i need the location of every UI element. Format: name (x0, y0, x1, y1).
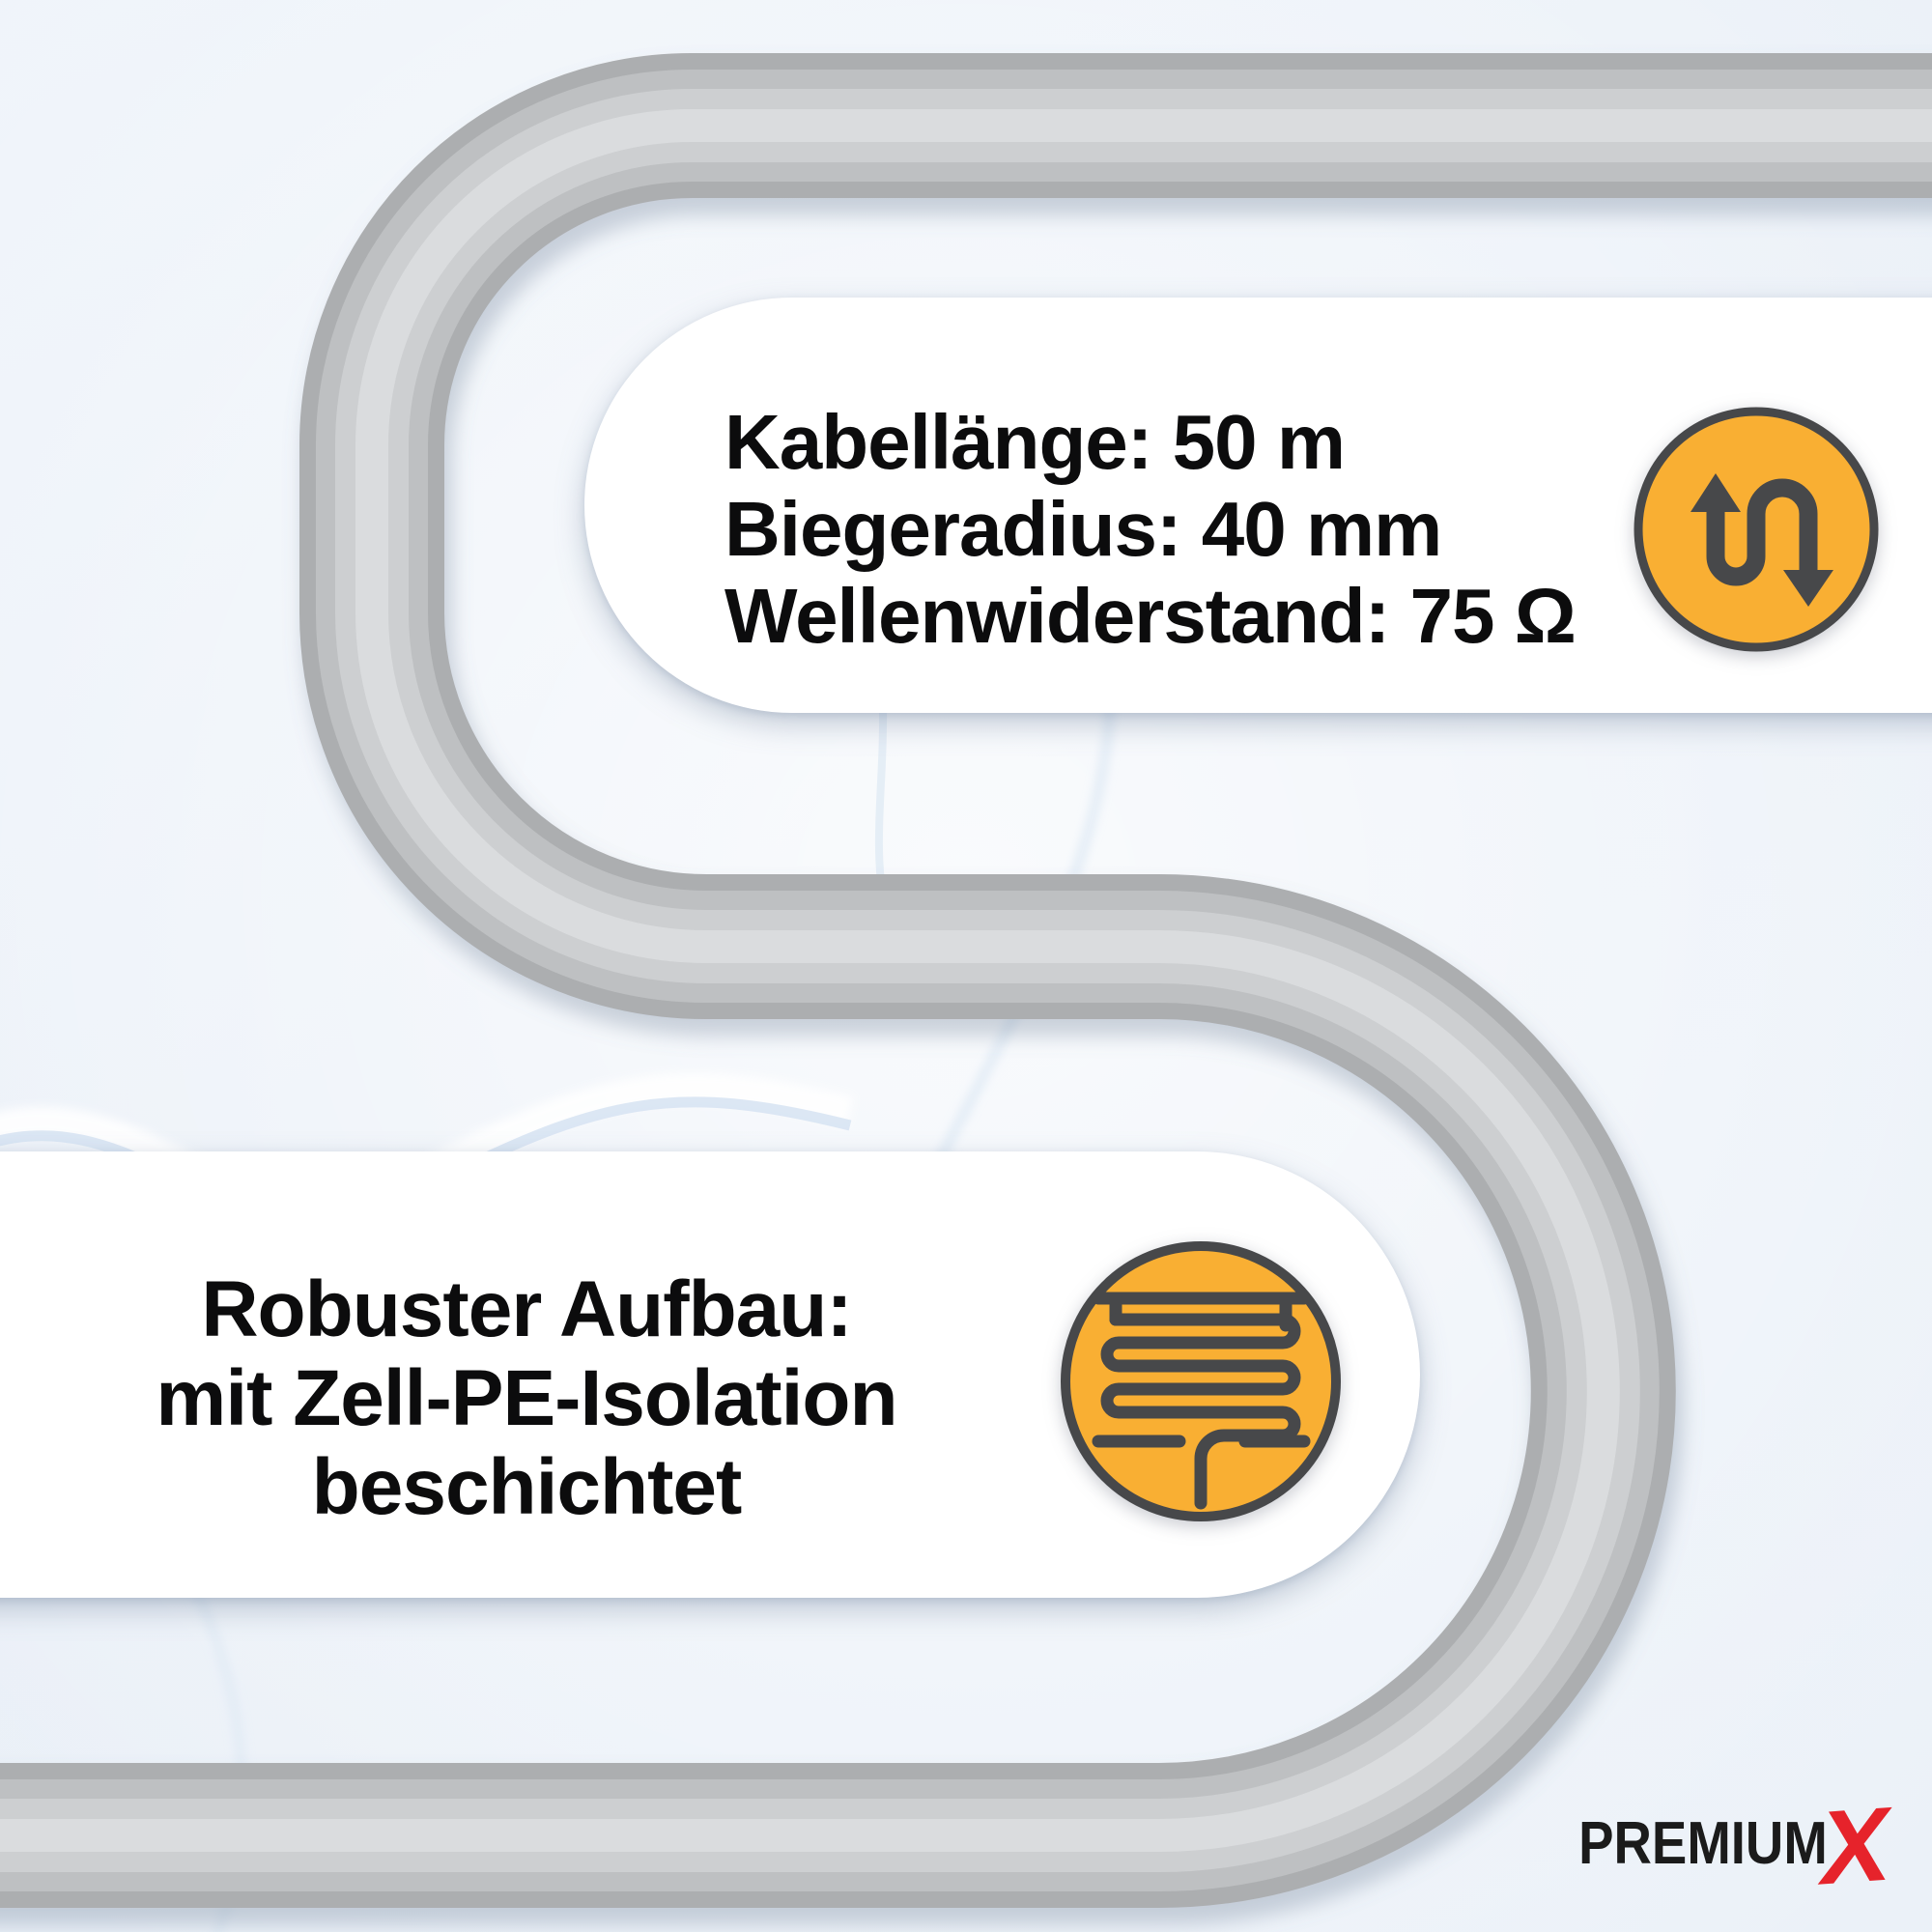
brand-logo: PREMIUM X (1545, 1784, 1894, 1907)
arrow-up-head (1690, 473, 1741, 512)
feature-line-1: Robuster Aufbau: (201, 1265, 852, 1353)
cable (0, 53, 1932, 1908)
spec-line-impedance: Wellenwiderstand: 75 Ω (724, 573, 1577, 659)
coil-lines (1092, 1292, 1311, 1510)
cable-coil-icon (1061, 1241, 1341, 1521)
u-turn-arrows-icon (1634, 407, 1879, 652)
feature-card-text: Robuster Aufbau: mit Zell-PE-Isolation b… (14, 1265, 1038, 1532)
feature-line-2: mit Zell-PE-Isolation (156, 1354, 897, 1442)
spec-card-text: Kabellänge: 50 m Biegeradius: 40 mm Well… (724, 399, 1577, 660)
feature-line-3: beschichtet (311, 1443, 743, 1531)
brand-name: PREMIUM (1578, 1810, 1828, 1877)
spec-line-bend-radius: Biegeradius: 40 mm (724, 486, 1442, 572)
spec-line-cable-length: Kabellänge: 50 m (724, 399, 1346, 485)
s-curve-line (1706, 478, 1818, 586)
arrow-down-head (1783, 570, 1833, 607)
brand-x-mark: X (1815, 1784, 1894, 1907)
